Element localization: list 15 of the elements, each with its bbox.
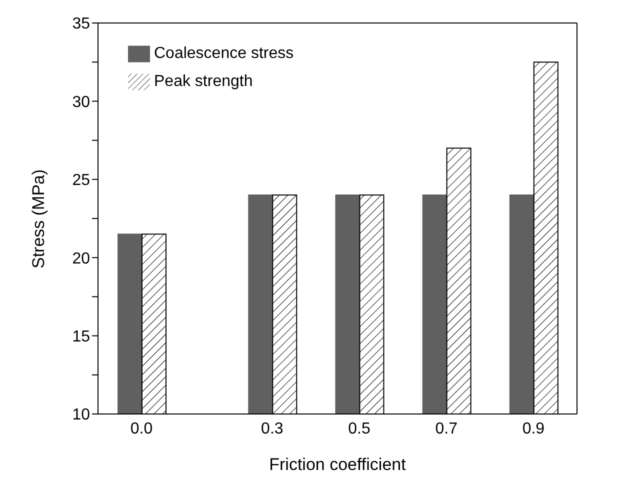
y-tick-label: 25 — [72, 172, 90, 190]
x-tick-label: 0.5 — [348, 420, 370, 438]
x-tick-label: 0.7 — [435, 420, 458, 438]
y-tick-label: 10 — [72, 406, 90, 424]
legend-label: Peak strength — [154, 73, 253, 90]
y-tick-label: 35 — [72, 16, 90, 33]
x-axis-title: Friction coefficient — [269, 455, 406, 474]
x-tick-label: 0.0 — [130, 420, 153, 438]
y-tick-label: 15 — [72, 328, 90, 346]
y-tick-label: 30 — [72, 94, 90, 111]
y-tick-label: 20 — [72, 250, 90, 268]
x-tick-label: 0.3 — [261, 420, 284, 438]
legend-label: Coalescence stress — [154, 45, 294, 62]
y-axis-title: Stress (MPa) — [29, 169, 48, 268]
x-tick-label: 0.9 — [522, 420, 545, 438]
